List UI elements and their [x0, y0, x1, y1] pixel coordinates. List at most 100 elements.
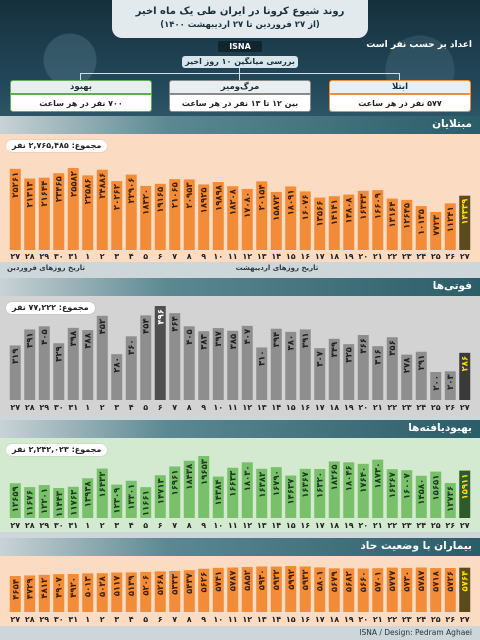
- deaths-bar: [343, 344, 355, 400]
- x-tick-label: ۱۶: [300, 252, 310, 261]
- critical-bar-value-label: ۵۲۶۸: [156, 574, 166, 596]
- x-tick-label: ۲۸: [25, 521, 35, 530]
- cases-bar: [256, 181, 268, 250]
- x-tick-label: ۲۲: [387, 403, 397, 412]
- x-tick-label: ۹: [201, 252, 206, 261]
- x-tick-label: ۳: [114, 615, 119, 624]
- x-tick-label: ۳۱: [68, 521, 78, 530]
- deaths-bar: [241, 325, 253, 400]
- x-tick-label: ۱۳: [257, 252, 267, 261]
- critical-bar: [459, 567, 471, 612]
- deaths-bar-value-label: ۳۰۷: [316, 350, 326, 366]
- x-tick-label: ۱۶: [300, 521, 310, 530]
- x-tick-label: ۷: [172, 615, 177, 624]
- x-tick-label: ۱۷: [315, 615, 325, 624]
- cases-section-title: مبتلایان: [432, 118, 472, 130]
- deaths-bar: [198, 331, 210, 400]
- deaths-bar: [328, 338, 340, 400]
- x-tick-label: ۹: [201, 521, 206, 530]
- x-tick-label: ۲۹: [39, 521, 49, 530]
- critical-bar-value-label: ۵۷۶۴: [461, 571, 471, 592]
- x-tick-label: ۲۳: [402, 252, 412, 261]
- x-tick-label: ۶: [158, 521, 163, 530]
- recovered-bar: [299, 468, 311, 518]
- x-tick-label: ۲۷: [460, 403, 470, 412]
- cases-bar: [154, 183, 166, 250]
- recovered-bar: [198, 456, 210, 518]
- recovered-bar-value-label: ۱۱۶۷۶: [26, 490, 36, 516]
- cases-bar-value-label: ۱۲۶۴۵: [403, 203, 413, 229]
- recovered-bar-value-label: ۱۵۶۵۱: [432, 475, 442, 501]
- average-banner: بررسی میانگین ۱۰ روز اخیر: [182, 56, 298, 68]
- critical-bar-chart: ۴۶۵۴۲۷۴۷۲۹۲۸۴۸۱۲۲۹۴۹۰۷۳۰۴۹۲۰۳۱۵۰۱۳۱۵۰۲۸۲…: [0, 556, 480, 626]
- x-tick-label: ۱: [85, 252, 90, 261]
- recovered-total-label: مجموع: ۲,۲۴۲,۰۲۳ نفر: [6, 444, 108, 456]
- deaths-bar: [372, 346, 384, 400]
- x-tick-label: ۲۶: [445, 252, 455, 261]
- deaths-section-title: فوتی‌ها: [432, 280, 472, 292]
- x-tick-label: ۲۸: [25, 615, 35, 624]
- cases-bar: [241, 188, 253, 250]
- deaths-bar: [415, 351, 427, 400]
- deaths-bar-value-label: ۳۹۱: [26, 332, 36, 348]
- recovered-bar-value-label: ۱۶۳۸۲: [258, 471, 268, 498]
- x-tick-label: ۱۸: [329, 521, 339, 530]
- x-tick-label: ۶: [158, 615, 163, 624]
- critical-bar-value-label: ۵۷۳۰: [403, 571, 413, 592]
- deaths-summary-value: بین ۱۲ تا ۱۳ نفر در هر ساعت: [170, 95, 310, 111]
- deaths-bar: [256, 347, 268, 400]
- x-tick-label: ۳۰: [54, 252, 64, 261]
- deaths-bar: [285, 331, 297, 400]
- recovered-bar: [38, 485, 50, 518]
- critical-bar-value-label: ۵۷۲۶: [446, 571, 456, 592]
- recovered-bar-value-label: ۱۴۷۱۳: [156, 477, 166, 504]
- x-tick-label: ۹: [201, 403, 206, 412]
- cases-bar: [285, 186, 297, 250]
- x-tick-label: ۲: [100, 403, 105, 412]
- cases-bar-value-label: ۱۸۰۹۱: [287, 189, 297, 215]
- cases-bar-value-label: ۱۴۸۰۸: [345, 197, 355, 224]
- deaths-total-label: مجموع: ۷۷,۲۲۲ نفر: [6, 302, 95, 314]
- recovered-bar-value-label: ۱۲۳۰۹: [113, 487, 123, 514]
- deaths-bar-value-label: ۴۰۵: [185, 329, 195, 345]
- cases-bar: [111, 181, 123, 250]
- x-tick-label: ۱۳: [257, 521, 267, 530]
- critical-bar: [357, 568, 369, 612]
- x-tick-label: ۱۱: [228, 403, 238, 412]
- critical-bar-value-label: ۵۶۷۹: [330, 571, 340, 593]
- critical-bar-value-label: ۵۷۰۱: [374, 571, 384, 592]
- cases-bar-value-label: ۲۵۵۸۲: [69, 170, 79, 197]
- cases-bar: [125, 174, 137, 250]
- cases-bar: [372, 190, 384, 250]
- cases-bar: [270, 191, 282, 250]
- deaths-bar: [169, 313, 181, 400]
- critical-bar: [111, 572, 123, 612]
- x-tick-label: ۱۰: [213, 615, 223, 624]
- deaths-summary-label: مرگ‌ومیر: [170, 81, 310, 95]
- critical-bar-value-label: ۵۹۲۲: [272, 569, 282, 591]
- deaths-bar-value-label: ۳۸۸: [84, 332, 94, 348]
- critical-bar: [256, 566, 268, 612]
- deaths-bar-value-label: ۴۶۴: [171, 316, 181, 332]
- page-subtitle: (از ۲۷ فروردین تا ۲۷ اردیبهشت ۱۴۰۰): [160, 20, 320, 30]
- agency-logo: ISNA: [218, 41, 262, 52]
- x-tick-label: ۱۲: [242, 252, 252, 261]
- recovered-bar: [357, 463, 369, 518]
- x-tick-label: ۵: [143, 521, 148, 530]
- deaths-bar: [227, 330, 239, 400]
- recovery-summary-value: ۷۰۰ نفر در هر ساعت: [11, 95, 151, 111]
- x-tick-label: ۱: [85, 403, 90, 412]
- x-tick-label: ۱۴: [271, 252, 281, 261]
- x-tick-label: ۷: [172, 521, 177, 530]
- recovered-bar-value-label: ۱۹۶۵۳: [200, 458, 210, 485]
- deaths-bar-value-label: ۳۸۳: [200, 333, 210, 349]
- critical-bar: [386, 567, 398, 612]
- cases-bar-value-label: ۱۷۰۸۰: [243, 192, 253, 218]
- x-tick-label: ۱۲: [242, 615, 252, 624]
- recovered-bar: [53, 488, 65, 518]
- recovered-bar-value-label: ۱۴۳۸۴: [214, 480, 224, 506]
- x-tick-label: ۲۷: [10, 615, 20, 624]
- critical-bar: [82, 573, 94, 612]
- x-tick-label: ۲۷: [460, 521, 470, 530]
- x-tick-label: ۲۷: [10, 252, 20, 261]
